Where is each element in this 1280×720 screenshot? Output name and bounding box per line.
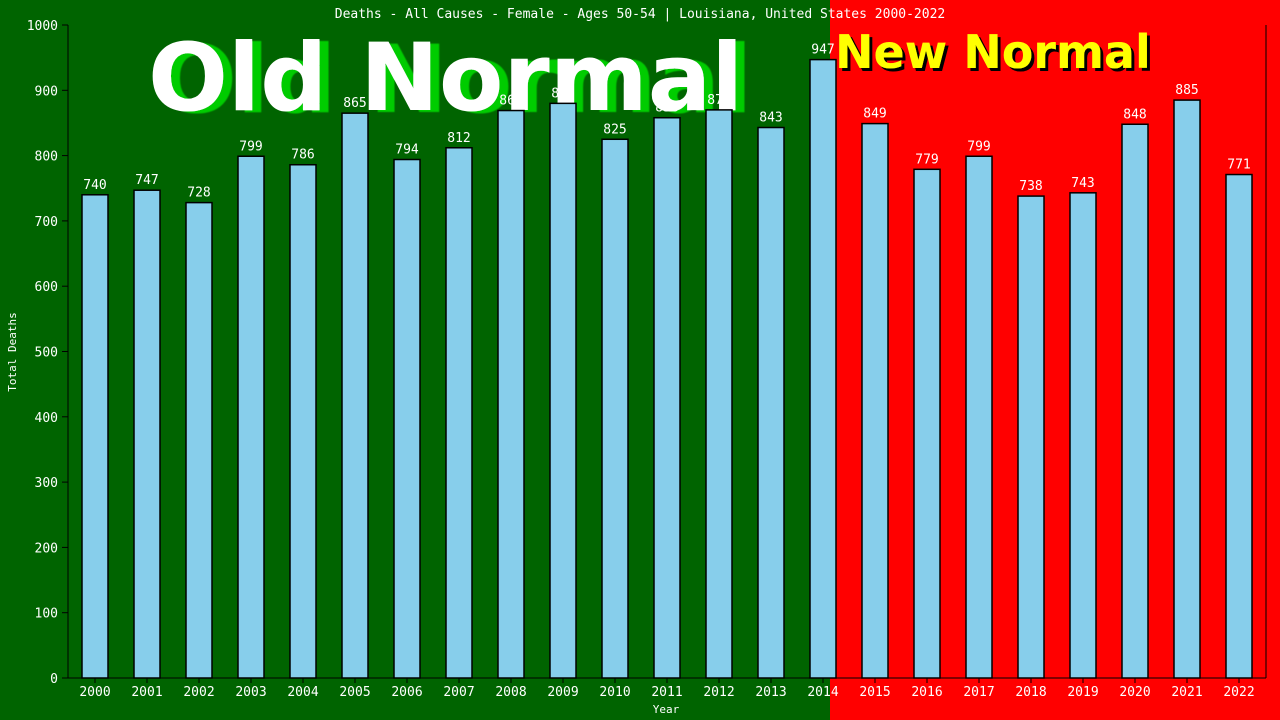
bar-2018 xyxy=(1017,195,1045,679)
data-label-2008: 869 xyxy=(499,94,522,109)
chart-title: Deaths - All Causes - Female - Ages 50-5… xyxy=(335,7,945,22)
bar-2000 xyxy=(81,194,109,679)
data-label-2004: 786 xyxy=(291,148,314,163)
data-label-2003: 799 xyxy=(239,139,262,154)
x-tick-label: 2015 xyxy=(859,685,890,700)
data-label-2000: 740 xyxy=(83,178,106,193)
data-label-2014: 947 xyxy=(811,43,834,58)
y-axis-label: Total Deaths xyxy=(6,312,19,391)
y-tick-label: 0 xyxy=(50,672,58,687)
data-label-2001: 747 xyxy=(135,173,158,188)
x-tick-label: 2022 xyxy=(1223,685,1254,700)
old-normal-label: Old Normal xyxy=(148,24,743,133)
new-normal-background xyxy=(830,0,1280,720)
bar-2004 xyxy=(289,163,317,679)
bar-2016 xyxy=(913,168,941,679)
x-tick-label: 2020 xyxy=(1119,685,1150,700)
bar-2009 xyxy=(549,102,577,679)
bar-2022 xyxy=(1225,173,1253,679)
bar-2001 xyxy=(133,189,161,679)
data-label-2005: 865 xyxy=(343,96,366,111)
x-tick-label: 2017 xyxy=(963,685,994,700)
x-tick-label: 2009 xyxy=(547,685,578,700)
x-tick-label: 2010 xyxy=(599,685,630,700)
data-label-2009: 880 xyxy=(551,86,574,101)
x-axis-label: Year xyxy=(653,703,680,716)
data-label-2017: 799 xyxy=(967,139,990,154)
data-label-2013: 843 xyxy=(759,111,782,126)
data-label-2021: 885 xyxy=(1175,83,1198,98)
bars: 2000 740 2001 747 2002 728 2003 799 2004 786 2005 8… xyxy=(79,43,1254,700)
y-tick-label: 800 xyxy=(35,150,58,165)
data-label-2012: 870 xyxy=(707,93,730,108)
data-label-2020: 848 xyxy=(1123,107,1146,122)
x-tick-label: 2011 xyxy=(651,685,682,700)
y-tick-label: 400 xyxy=(35,411,58,426)
x-tick-label: 2001 xyxy=(131,685,162,700)
data-label-2015: 849 xyxy=(863,107,886,122)
data-label-2010: 825 xyxy=(603,122,626,137)
x-tick-label: 2007 xyxy=(443,685,474,700)
y-tick-label: 300 xyxy=(35,476,58,491)
data-label-2022: 771 xyxy=(1227,158,1250,173)
x-tick-label: 2002 xyxy=(183,685,214,700)
x-tick-label: 2006 xyxy=(391,685,422,700)
bar-2017 xyxy=(965,155,993,679)
x-tick-label: 2021 xyxy=(1171,685,1202,700)
data-label-2007: 812 xyxy=(447,131,470,146)
y-tick-label: 200 xyxy=(35,541,58,556)
x-tick-label: 2016 xyxy=(911,685,942,700)
y-tick-label: 100 xyxy=(35,607,58,622)
bar-2010 xyxy=(601,138,629,679)
y-tick-label: 1000 xyxy=(27,19,58,34)
x-tick-label: 2019 xyxy=(1067,685,1098,700)
new-normal-label: New Normal xyxy=(835,25,1151,79)
data-label-2016: 779 xyxy=(915,152,938,167)
bar-2002 xyxy=(185,201,213,679)
bar-2014 xyxy=(809,58,837,679)
bar-2003 xyxy=(237,155,265,679)
x-tick-label: 2004 xyxy=(287,685,318,700)
x-tick-label: 2012 xyxy=(703,685,734,700)
bar-2020 xyxy=(1121,123,1149,679)
data-label-2019: 743 xyxy=(1071,176,1094,191)
bar-2006 xyxy=(393,158,421,679)
bar-2012 xyxy=(705,109,733,679)
x-tick-label: 2005 xyxy=(339,685,370,700)
bar-2008 xyxy=(497,109,525,679)
x-tick-label: 2013 xyxy=(755,685,786,700)
x-tick-label: 2008 xyxy=(495,685,526,700)
bar-2019 xyxy=(1069,192,1097,679)
data-label-2006: 794 xyxy=(395,143,419,158)
x-tick-label: 2000 xyxy=(79,685,110,700)
bar-2015 xyxy=(861,122,889,679)
x-tick-label: 2014 xyxy=(807,685,838,700)
x-tick-label: 2018 xyxy=(1015,685,1046,700)
y-tick-label: 900 xyxy=(35,84,58,99)
y-tick-label: 500 xyxy=(35,346,58,361)
y-tick-label: 700 xyxy=(35,215,58,230)
x-tick-label: 2003 xyxy=(235,685,266,700)
bar-2011 xyxy=(653,116,681,679)
bar-2013 xyxy=(757,126,785,679)
y-tick-label: 600 xyxy=(35,280,58,295)
bar-2021 xyxy=(1173,99,1201,679)
data-label-2011: 858 xyxy=(655,101,678,116)
bar-2005 xyxy=(341,112,369,679)
data-label-2002: 728 xyxy=(187,186,210,201)
bar-2007 xyxy=(445,147,473,679)
data-label-2018: 738 xyxy=(1019,179,1042,194)
